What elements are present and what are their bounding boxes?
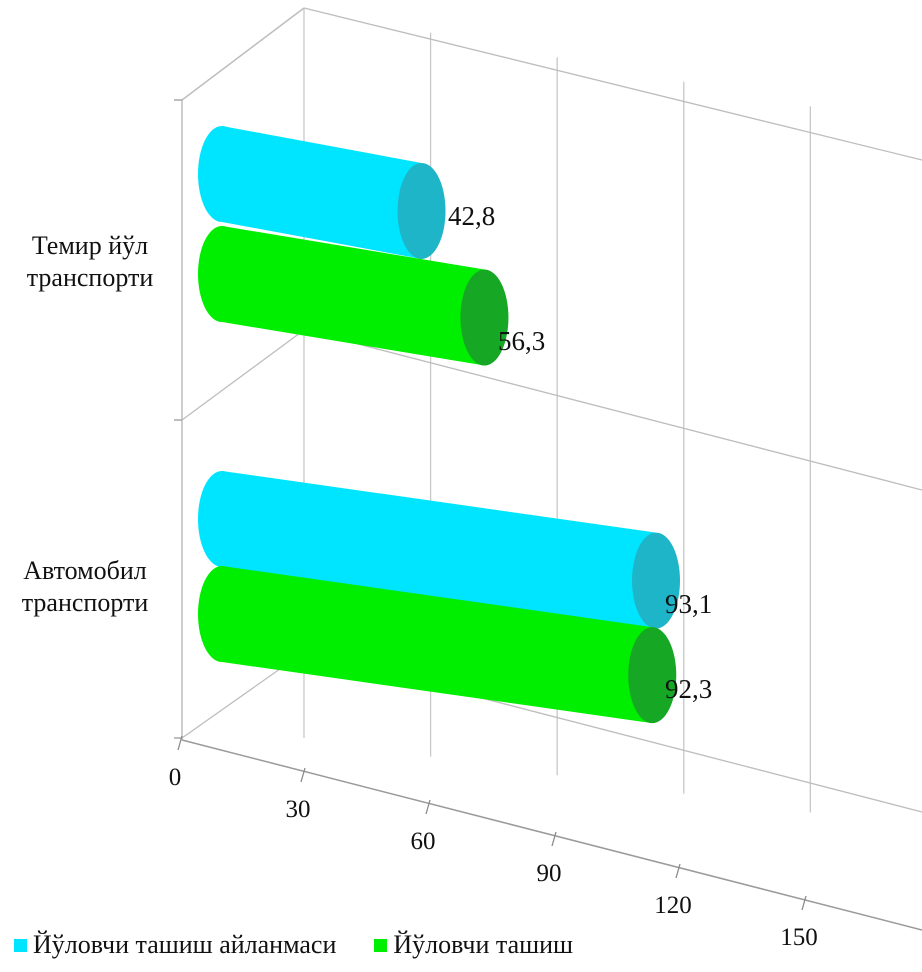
data-label: 93,1 (665, 589, 712, 619)
category-label-line: транспорти (26, 263, 154, 292)
x-tick-label: 120 (654, 892, 692, 919)
data-label: 42,8 (448, 201, 495, 231)
category-divider (181, 329, 305, 421)
back-wall-top-edge (303, 7, 922, 161)
x-tick-label: 90 (537, 860, 562, 887)
legend-label-turnover: Йўловчи ташиш айланмаси (33, 930, 337, 959)
bar-back-cap (198, 566, 246, 662)
category-label-road: Автомобил транспорти (0, 555, 170, 619)
x-axis-line (181, 739, 922, 931)
data-label: 92,3 (665, 674, 712, 704)
bar-back-cap (198, 471, 246, 567)
legend-item-turnover: Йўловчи ташиш айланмаси (14, 930, 336, 960)
legend-label-transport: Йўловчи ташиш (393, 930, 574, 959)
x-tick (801, 895, 807, 911)
legend: Йўловчи ташиш айланмаси Йўловчи ташиш (14, 930, 573, 960)
x-tick (551, 831, 557, 847)
x-tick (425, 799, 431, 815)
x-tick-label: 150 (780, 924, 818, 951)
legend-swatch-transport (374, 938, 388, 952)
bar-end-cap (397, 162, 446, 259)
bar-turnover (222, 126, 422, 259)
bar-transport (222, 566, 653, 724)
x-tick-label: 60 (411, 828, 436, 855)
x-tick (675, 863, 681, 879)
category-divider (303, 329, 922, 491)
bar-back-cap (198, 126, 246, 222)
category-label-railway: Темир йўл транспорти (5, 230, 175, 294)
data-label: 56,3 (498, 326, 545, 356)
bar-end-cap (460, 269, 509, 366)
legend-item-transport: Йўловчи ташиш (374, 930, 573, 960)
bar-end-cap (632, 532, 680, 629)
x-tick (300, 767, 306, 783)
legend-swatch-turnover (14, 938, 27, 952)
category-label-line: Темир йўл (31, 231, 149, 260)
x-tick-label: 0 (169, 764, 182, 791)
category-label-line: Автомобил (23, 556, 147, 585)
x-tick-label: 30 (286, 796, 311, 823)
category-label-line: транспорти (21, 588, 149, 617)
left-wall-top-edge (181, 7, 305, 101)
bar-transport (222, 226, 485, 366)
x-tick (177, 735, 183, 751)
bar-turnover (222, 471, 656, 629)
bar-end-cap (628, 627, 677, 724)
bar-back-cap (198, 226, 246, 322)
